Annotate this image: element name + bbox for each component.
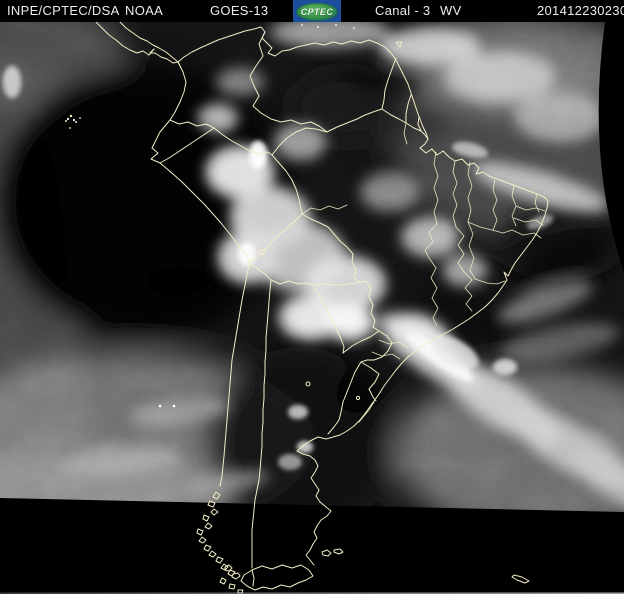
film-grain-texture — [0, 22, 624, 594]
band-label: WV — [440, 3, 462, 18]
pacific-island-dots — [66, 117, 176, 408]
bottom-edge-line — [0, 592, 624, 594]
fjord-islands — [196, 491, 244, 594]
satellite-image — [0, 22, 624, 594]
state-borders — [301, 122, 546, 360]
channel-label: Canal - 3 — [375, 3, 431, 18]
satellite-map — [0, 22, 624, 594]
satellite-label: GOES-13 — [210, 3, 269, 18]
cptec-logo: CPTEC — [293, 0, 341, 22]
agency-label: INPE/CPTEC/DSA — [7, 3, 120, 18]
cptec-logo-text: CPTEC — [300, 7, 334, 17]
galapagos-islands — [65, 114, 81, 129]
scan-limb-right — [598, 22, 624, 272]
network-label: NOAA — [125, 3, 164, 18]
cptec-logo-oval: CPTEC — [296, 3, 338, 21]
caribbean-islands — [301, 24, 355, 29]
timestamp-label: 201412230230 — [537, 3, 624, 18]
header-bar: INPE/CPTEC/DSA NOAA GOES-13 CPTEC Canal … — [0, 0, 624, 22]
country-borders-layer — [65, 22, 549, 594]
